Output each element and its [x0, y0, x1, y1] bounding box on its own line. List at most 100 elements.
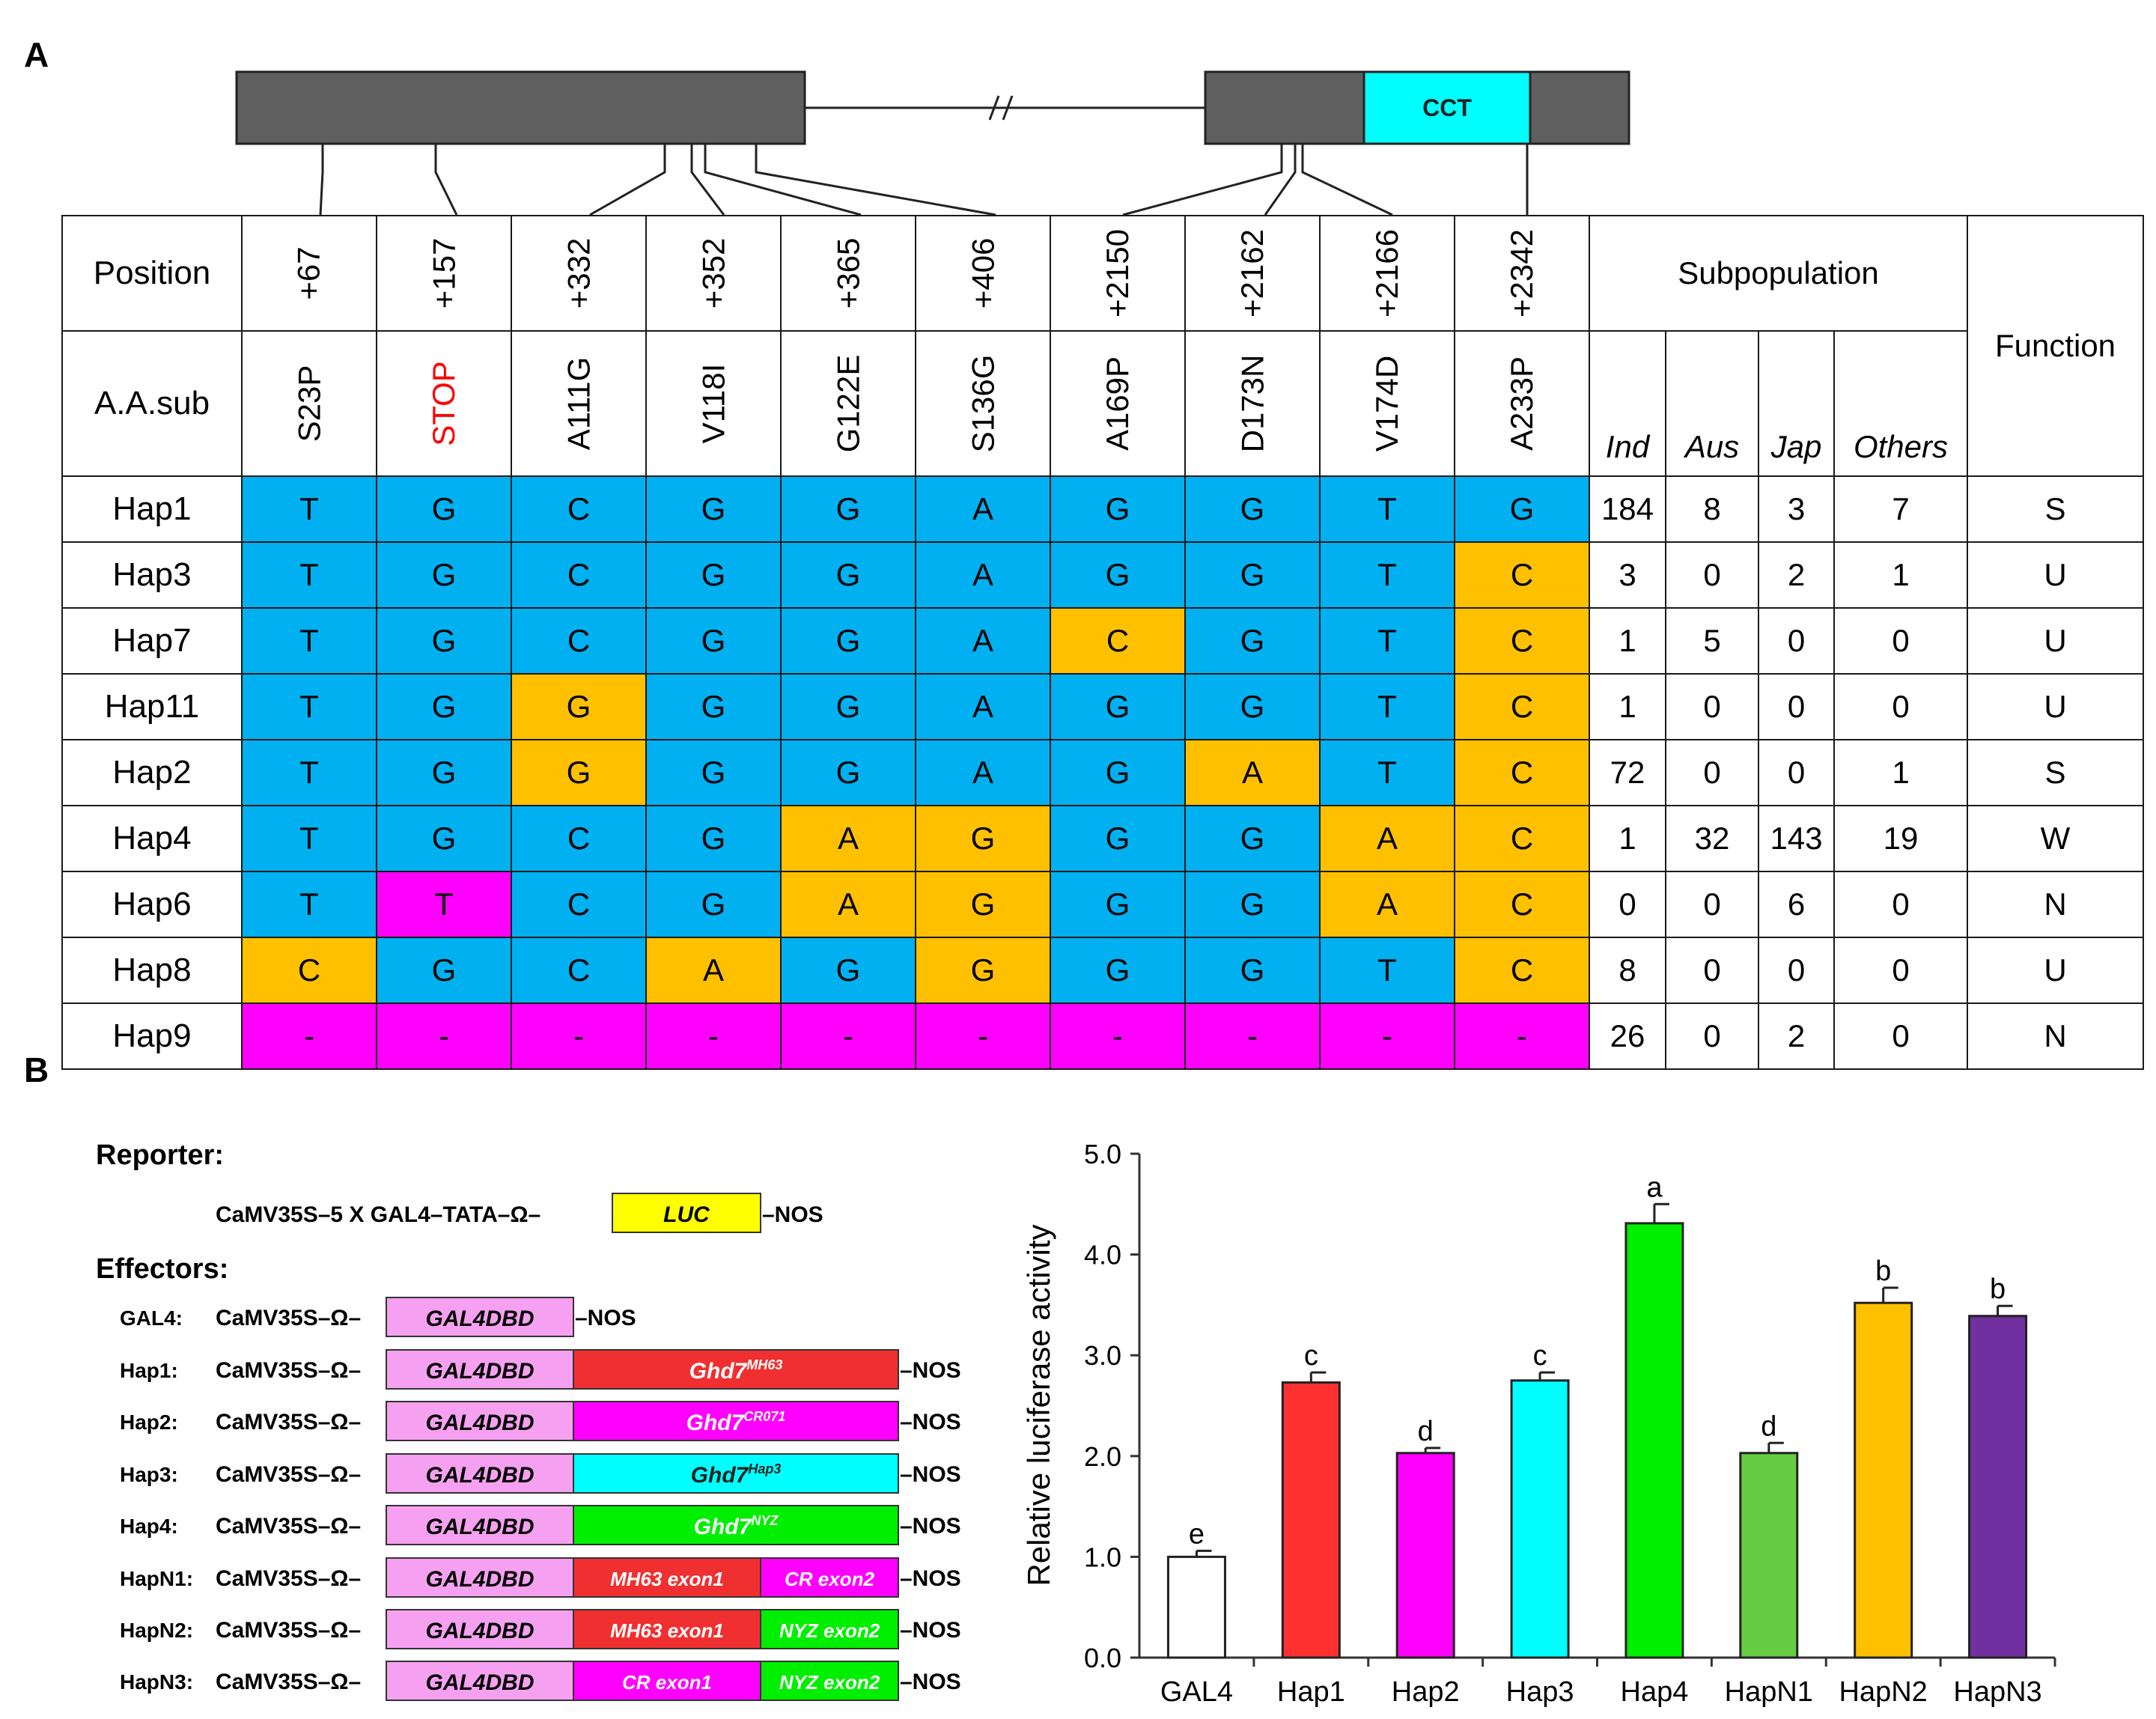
allele-cell: C — [1454, 673, 1590, 740]
allele-cell: G — [645, 541, 782, 609]
allele-cell: G — [1184, 937, 1321, 1004]
effector-terminator: –NOS — [900, 1358, 961, 1383]
allele-cell: T — [1319, 475, 1455, 543]
allele-cell: T — [1319, 937, 1455, 1004]
effector-label: Hap1: — [120, 1359, 178, 1382]
effector-promoter: CaMV35S–Ω– — [216, 1410, 361, 1434]
panel-label-b: B — [24, 1050, 49, 1089]
aa-cell: G122E — [780, 330, 916, 477]
bar — [1395, 1452, 1455, 1659]
variant-connectors — [319, 144, 1529, 216]
effector-terminator: –NOS — [900, 1670, 961, 1694]
count-cell: 0 — [1833, 607, 1968, 675]
allele-cell: C — [511, 871, 647, 938]
exon-box — [760, 1557, 899, 1598]
allele-cell: G — [1050, 871, 1186, 938]
haplotype-table: Position +67 +157 +332 +352 +365 +406 +2… — [61, 215, 2144, 1070]
allele-cell: G — [1184, 805, 1321, 872]
gal4dbd-label: GAL4DBD — [425, 1567, 534, 1592]
count-cell: 32 — [1665, 805, 1759, 872]
allele-cell: A — [1319, 805, 1455, 872]
effector-promoter: CaMV35S–Ω– — [216, 1618, 361, 1643]
allele-cell: T — [241, 673, 377, 740]
count-cell: 0 — [1665, 739, 1759, 806]
fusion-label: Ghd7Hap3 — [691, 1461, 782, 1488]
count-cell: 0 — [1589, 871, 1666, 938]
allele-cell: G — [1184, 541, 1321, 609]
exon-box — [573, 1661, 761, 1701]
count-cell: 143 — [1758, 805, 1835, 872]
construct-diagram: Reporter: CaMV35S–5 X GAL4–TATA–Ω– LUC –NOS… — [96, 1140, 961, 1701]
allele-cell: G — [1184, 607, 1321, 675]
effector-promoter: CaMV35S–Ω– — [216, 1514, 361, 1539]
allele-cell: G — [511, 739, 647, 806]
allele-cell: - — [511, 1003, 647, 1070]
exon-box — [573, 1609, 761, 1649]
haplotype-name: Hap3 — [61, 541, 243, 609]
x-tick-label: GAL4 — [1160, 1676, 1233, 1708]
count-cell: 19 — [1833, 805, 1968, 872]
allele-cell: C — [1454, 541, 1590, 609]
allele-cell: G — [1454, 475, 1590, 543]
allele-cell: G — [645, 739, 782, 806]
allele-cell: G — [645, 805, 782, 872]
haplotype-name: Hap8 — [61, 937, 243, 1004]
aa-cell: D173N — [1184, 330, 1321, 477]
aa-cell: S136G — [915, 330, 1051, 477]
count-cell: 1 — [1833, 739, 1968, 806]
count-cell: 1 — [1833, 541, 1968, 609]
count-cell: 8 — [1589, 937, 1666, 1004]
allele-cell: A — [915, 475, 1051, 543]
bar — [1624, 1222, 1684, 1659]
fusion-gene-name: Ghd7 — [686, 1411, 745, 1435]
allele-cell: - — [780, 1003, 916, 1070]
allele-cell: G — [1184, 871, 1321, 938]
pos-cell: +332 — [511, 215, 647, 332]
allele-cell: - — [915, 1003, 1051, 1070]
significance-letter: a — [1646, 1172, 1663, 1203]
fusion-superscript: NYZ — [751, 1513, 779, 1528]
y-tick-label: 2.0 — [1084, 1441, 1121, 1472]
x-tick-label: Hap1 — [1277, 1676, 1345, 1708]
y-tick-label: 3.0 — [1084, 1340, 1121, 1371]
subpop-aus: Aus — [1665, 330, 1759, 477]
allele-cell: - — [241, 1003, 377, 1070]
gal4dbd-box — [386, 1297, 574, 1337]
allele-cell: G — [1050, 541, 1186, 609]
allele-cell: G — [645, 475, 782, 543]
allele-cell: A — [780, 805, 916, 872]
count-cell: 0 — [1665, 871, 1759, 938]
count-cell: 0 — [1833, 937, 1968, 1004]
function-cell: U — [1967, 607, 2144, 675]
allele-cell: T — [1319, 739, 1455, 806]
fusion-box — [573, 1453, 899, 1494]
pos-cell: +67 — [241, 215, 377, 332]
allele-cell: G — [1184, 673, 1321, 740]
allele-cell: C — [241, 937, 377, 1004]
effector-terminator: –NOS — [900, 1410, 961, 1434]
allele-cell: G — [376, 739, 512, 806]
allele-cell: T — [241, 541, 377, 609]
effector-construct: Hap4: CaMV35S–Ω– GAL4DBD Ghd7NYZ –NOS — [120, 1505, 961, 1545]
significance-letter: b — [1875, 1256, 1891, 1287]
allele-cell: C — [511, 937, 647, 1004]
connector-2166 — [1301, 144, 1393, 216]
count-cell: 3 — [1758, 475, 1835, 543]
allele-cell: A — [915, 739, 1051, 806]
exon-label: CR exon2 — [785, 1568, 874, 1590]
effector-promoter: CaMV35S–Ω– — [216, 1566, 361, 1591]
haplotype-row: Hap8 C G C A G G G G T C 8 0 0 0 U — [61, 937, 2144, 1004]
allele-cell: - — [376, 1003, 512, 1070]
x-tick-label: Hap4 — [1621, 1676, 1689, 1708]
allele-cell: G — [1050, 937, 1186, 1004]
count-cell: 0 — [1758, 607, 1835, 675]
gal4dbd-label: GAL4DBD — [425, 1619, 534, 1643]
allele-cell: A — [780, 871, 916, 938]
allele-cell: - — [1184, 1003, 1321, 1070]
allele-cell: - — [1050, 1003, 1186, 1070]
allele-cell: G — [1050, 739, 1186, 806]
exon-box — [760, 1609, 899, 1649]
effector-construct: HapN2: CaMV35S–Ω– GAL4DBD MH63 exon1 NYZ exo… — [120, 1609, 961, 1649]
y-tick-label: 0.0 — [1084, 1643, 1121, 1673]
bar — [1968, 1315, 2028, 1659]
